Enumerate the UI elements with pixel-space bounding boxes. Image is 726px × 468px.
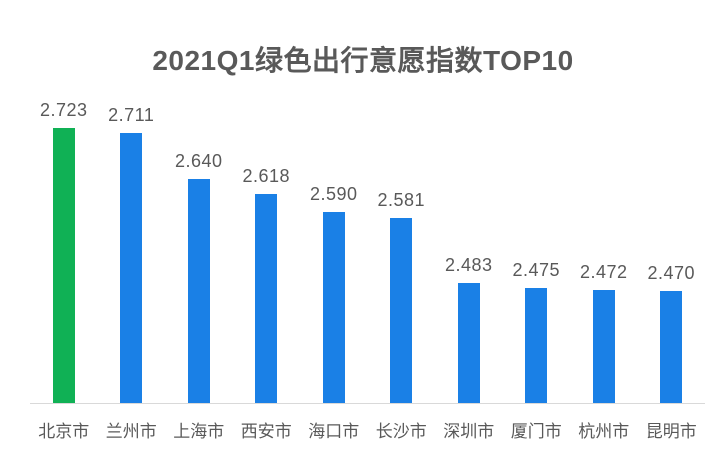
bar-column: 2.590 xyxy=(300,100,368,404)
category-label: 杭州市 xyxy=(578,422,630,442)
bars-container: 2.723 2.711 2.640 2.618 2.590 2.581 2.483 2.475… xyxy=(30,100,706,404)
value-label: 2.470 xyxy=(647,263,696,284)
bar-column: 2.483 xyxy=(435,100,503,404)
bar xyxy=(390,218,413,404)
bar-column: 2.581 xyxy=(368,100,436,404)
bar xyxy=(187,179,210,404)
value-label: 2.475 xyxy=(512,260,561,281)
value-label: 2.723 xyxy=(39,100,88,121)
category-label: 厦门市 xyxy=(510,422,562,442)
bar-column: 2.618 xyxy=(233,100,301,404)
bar xyxy=(120,132,143,404)
value-label: 2.581 xyxy=(377,190,426,211)
bar-column: 2.711 xyxy=(98,100,166,404)
bar xyxy=(592,290,615,404)
value-label: 2.483 xyxy=(444,254,493,275)
category-label: 北京市 xyxy=(38,422,90,442)
category-label: 西安市 xyxy=(240,422,292,442)
category-label: 兰州市 xyxy=(105,422,157,442)
category-label: 长沙市 xyxy=(375,422,427,442)
bar xyxy=(660,291,683,404)
bar xyxy=(255,193,278,404)
value-label: 2.472 xyxy=(579,262,628,283)
value-label: 2.590 xyxy=(309,184,358,205)
category-label: 上海市 xyxy=(173,422,225,442)
bar xyxy=(322,212,345,404)
bar-column: 2.472 xyxy=(570,100,638,404)
category-label: 昆明市 xyxy=(645,422,697,442)
value-label: 2.711 xyxy=(108,104,155,125)
category-label: 海口市 xyxy=(308,422,360,442)
plot-area: 2.723 2.711 2.640 2.618 2.590 2.581 2.483 2.475… xyxy=(30,100,706,405)
bar-column: 2.475 xyxy=(503,100,571,404)
value-label: 2.618 xyxy=(242,165,291,186)
value-label: 2.640 xyxy=(174,151,223,172)
bar xyxy=(457,282,480,404)
bar-column: 2.470 xyxy=(638,100,706,404)
bar-column: 2.723 xyxy=(30,100,98,404)
bar xyxy=(52,128,75,404)
chart-title: 2021Q1绿色出行意愿指数TOP10 xyxy=(152,45,574,76)
bar xyxy=(525,288,548,404)
bar-column: 2.640 xyxy=(165,100,233,404)
category-label: 深圳市 xyxy=(443,422,495,442)
x-axis-labels: 北京市 兰州市 上海市 西安市 海口市 长沙市 深圳市 厦门市 杭州市 昆明市 xyxy=(30,417,705,442)
